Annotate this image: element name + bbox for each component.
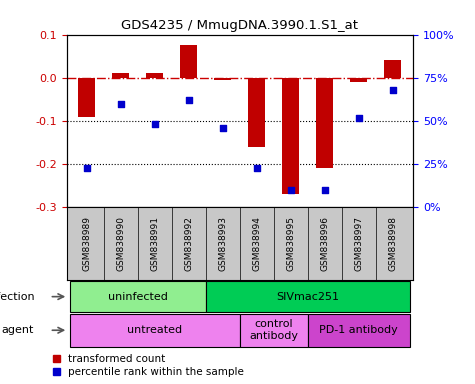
Point bbox=[117, 101, 125, 107]
Bar bbox=[146, 73, 163, 78]
Bar bbox=[316, 78, 333, 169]
Text: uninfected: uninfected bbox=[108, 291, 168, 302]
Point bbox=[253, 164, 261, 170]
Text: GSM838998: GSM838998 bbox=[389, 216, 398, 271]
Point bbox=[83, 164, 91, 170]
Text: GSM838993: GSM838993 bbox=[218, 216, 228, 271]
Point bbox=[389, 87, 397, 93]
Point bbox=[355, 114, 362, 121]
Bar bbox=[70, 281, 206, 312]
Text: GSM838994: GSM838994 bbox=[252, 217, 261, 271]
Bar bbox=[180, 45, 198, 78]
Point bbox=[321, 187, 329, 193]
Text: GSM838992: GSM838992 bbox=[184, 217, 193, 271]
Bar bbox=[384, 61, 401, 78]
Bar bbox=[308, 314, 410, 347]
Point bbox=[287, 187, 294, 193]
Bar bbox=[282, 78, 299, 194]
Bar bbox=[351, 78, 367, 82]
Bar bbox=[248, 78, 266, 147]
Text: PD-1 antibody: PD-1 antibody bbox=[320, 325, 398, 335]
Bar bbox=[113, 73, 129, 78]
Point bbox=[219, 125, 227, 131]
Text: SIVmac251: SIVmac251 bbox=[276, 291, 339, 302]
Text: GSM838990: GSM838990 bbox=[116, 216, 125, 271]
Text: infection: infection bbox=[0, 291, 34, 302]
Text: GSM838995: GSM838995 bbox=[286, 216, 295, 271]
Text: GSM838997: GSM838997 bbox=[354, 216, 363, 271]
Text: control
antibody: control antibody bbox=[249, 319, 298, 341]
Bar bbox=[206, 281, 410, 312]
Text: untreated: untreated bbox=[127, 325, 182, 335]
Bar bbox=[78, 78, 95, 117]
Bar bbox=[240, 314, 308, 347]
Point bbox=[185, 97, 193, 103]
Bar bbox=[214, 78, 231, 80]
Text: GSM838989: GSM838989 bbox=[82, 216, 91, 271]
Bar bbox=[70, 314, 240, 347]
Title: GDS4235 / MmugDNA.3990.1.S1_at: GDS4235 / MmugDNA.3990.1.S1_at bbox=[122, 19, 358, 32]
Text: agent: agent bbox=[2, 325, 34, 335]
Legend: transformed count, percentile rank within the sample: transformed count, percentile rank withi… bbox=[53, 354, 244, 377]
Text: GSM838996: GSM838996 bbox=[320, 216, 329, 271]
Text: GSM838991: GSM838991 bbox=[151, 216, 160, 271]
Point bbox=[151, 121, 159, 127]
